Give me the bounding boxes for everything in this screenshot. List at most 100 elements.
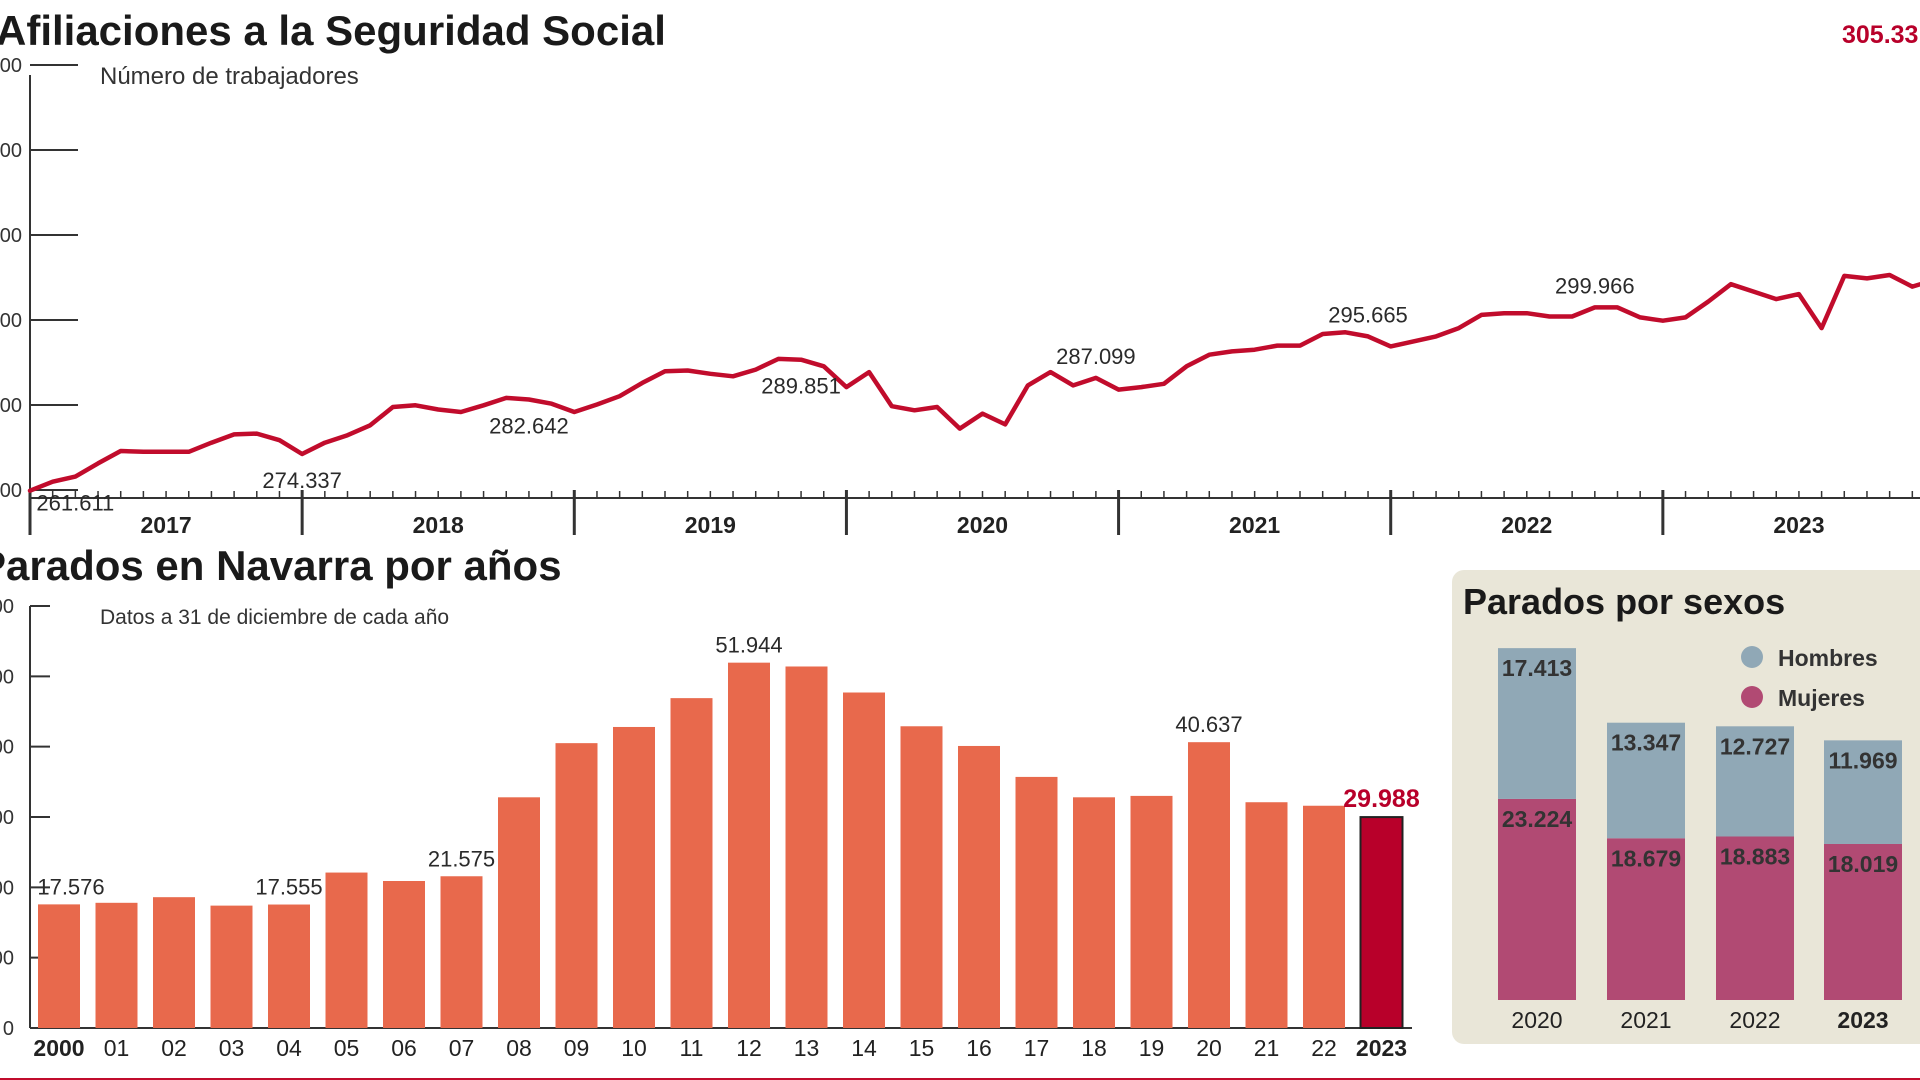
parados-sexo-legend: Hombres Mujeres [1741,645,1878,711]
afiliaciones-y-tick-label: 000 [0,55,22,77]
parados-sexo-bar-mujeres [1716,836,1794,1000]
parados-sexo-hombres-label: 17.413 [1502,655,1572,681]
parados-anos-x-tick-label: 02 [161,1035,187,1061]
parados-anos-x-axis: 2000 01 02 03 04 05 06 07 08 09 10 11 12 13 14 15 16 17 18… [33,1035,1407,1061]
parados-anos-y-tick-label: 00 [0,807,14,829]
parados-sexo-hombres-label: 13.347 [1611,730,1681,756]
parados-anos-x-tick-label: 20 [1196,1035,1222,1061]
parados-anos-x-tick-label: 07 [449,1035,475,1061]
parados-sexo-bar-hombres [1498,648,1576,799]
afiliaciones-title: Afiliaciones a la Seguridad Social [0,7,666,54]
parados-sexo-x-tick-label: 2021 [1620,1007,1671,1033]
afiliaciones-y-tick-label: 000 [0,140,22,162]
parados-sexo-legend-swatch [1741,686,1763,708]
bottom-rule [0,1078,1920,1080]
parados-anos-bar [153,897,195,1028]
parados-anos-data-label: 40.637 [1175,712,1242,737]
parados-anos-y-tick-label: 0 [3,1018,14,1040]
parados-sexo-mujeres-label: 18.883 [1720,844,1790,870]
parados-anos-bar [900,726,943,1028]
parados-anos-data-label: 21.575 [428,846,495,871]
parados-anos-bar [670,698,713,1028]
afiliaciones-year-label: 2018 [413,512,464,538]
parados-anos-bar [1130,795,1173,1028]
parados-sexo-hombres-label: 12.727 [1720,733,1790,759]
parados-anos-x-tick-label: 2023 [1356,1035,1407,1061]
parados-anos-x-tick-label: 21 [1254,1035,1280,1061]
parados-sexo-x-tick-label: 2020 [1511,1007,1562,1033]
parados-anos-bar [958,745,1000,1028]
parados-anos-bar [1015,776,1058,1028]
afiliaciones-plot [27,272,1920,493]
parados-sexo-hombres-label: 11.969 [1828,747,1897,773]
parados-anos-bar [268,904,310,1028]
parados-anos-bar [498,797,540,1028]
parados-anos-bar [95,902,138,1028]
afiliaciones-data-label: 289.851 [761,374,841,399]
parados-anos-x-tick-label: 09 [564,1035,590,1061]
parados-anos-y-tick-label: 00 [0,877,14,899]
parados-sexo-bar-mujeres [1824,843,1902,1000]
parados-sexo-plot: 23.224 17.413 2020 18.679 13.347 2021 18.883 12… [1498,648,1902,1033]
parados-anos-x-tick-label: 2000 [33,1035,84,1061]
parados-anos-data-label: 29.988 [1343,785,1420,813]
afiliaciones-y-tick-label: 000 [0,310,22,332]
parados-anos-y-tick-label: 00 [0,948,14,970]
parados-anos-bar [1073,797,1115,1028]
parados-anos-y-tick-label: 00 [0,666,14,688]
parados-sexo-legend-swatch [1741,646,1763,668]
parados-anos-bar [1359,816,1404,1030]
parados-anos-data-label: 17.576 [37,874,104,899]
parados-anos-x-tick-label: 17 [1024,1035,1050,1061]
parados-anos-x-tick-label: 19 [1139,1035,1165,1061]
parados-anos-bar [383,881,425,1028]
afiliaciones-year-label: 2023 [1773,512,1824,538]
parados-anos-bar [440,876,483,1028]
afiliaciones-data-label: 282.642 [489,414,569,439]
parados-sexo-chart: Parados por sexos Hombres Mujeres 23.224 1… [1452,570,1920,1044]
parados-anos-x-tick-label: 12 [736,1035,762,1061]
afiliaciones-data-label: 261.611 [36,491,114,516]
parados-anos-bar [1303,805,1345,1028]
parados-anos-x-tick-label: 15 [909,1035,935,1061]
parados-anos-bar [325,872,368,1028]
afiliaciones-year-label: 2020 [957,512,1008,538]
parados-anos-bar [38,904,80,1028]
parados-anos-data-label: 51.944 [715,633,782,658]
parados-sexo-bar-mujeres [1607,838,1685,1000]
afiliaciones-data-label: 287.099 [1056,344,1136,369]
parados-sexo-mujeres-label: 18.679 [1611,845,1681,871]
parados-anos-y-tick-label: 00 [0,596,14,618]
afiliaciones-data-label: 295.665 [1328,302,1408,327]
parados-sexo-bar-hombres [1716,726,1794,837]
parados-anos-x-tick-label: 18 [1081,1035,1107,1061]
parados-anos-bar [728,662,770,1028]
parados-anos-bar [210,905,253,1028]
parados-anos-bar [555,743,598,1028]
parados-anos-bar [843,692,885,1028]
parados-anos-x-tick-label: 10 [621,1035,647,1061]
parados-anos-title: Parados en Navarra por años [0,542,562,589]
parados-anos-subtitle: Datos a 31 de diciembre de cada año [100,606,449,629]
afiliaciones-series-line [27,272,1920,493]
afiliaciones-chart: Afiliaciones a la Seguridad Social Númer… [0,7,1920,538]
afiliaciones-data-labels: 261.611 274.337 282.642 289.851 287.099 295.6… [36,21,1918,516]
parados-anos-x-tick-label: 16 [966,1035,992,1061]
parados-anos-y-tick-label: 00 [0,737,14,759]
afiliaciones-x-axis: 2017 2018 2019 2020 2021 2022 2023 [28,490,1920,538]
parados-anos-x-tick-label: 05 [334,1035,360,1061]
afiliaciones-year-label: 2019 [685,512,736,538]
parados-anos-x-tick-label: 13 [794,1035,820,1061]
parados-anos-data-label: 17.555 [255,875,322,900]
parados-anos-plot: 17.576 17.555 21.575 51.944 40.637 29.988 [37,633,1420,1030]
parados-anos-x-tick-label: 04 [276,1035,302,1061]
afiliaciones-y-tick-label: 000 [0,225,22,247]
parados-anos-bar [785,666,828,1028]
parados-anos-bar [613,726,655,1028]
parados-sexo-mujeres-label: 18.019 [1828,851,1898,877]
afiliaciones-year-label: 2021 [1229,512,1280,538]
parados-anos-x-tick-label: 08 [506,1035,532,1061]
afiliaciones-data-label: 274.337 [262,468,342,493]
afiliaciones-data-label: 299.966 [1555,273,1635,298]
